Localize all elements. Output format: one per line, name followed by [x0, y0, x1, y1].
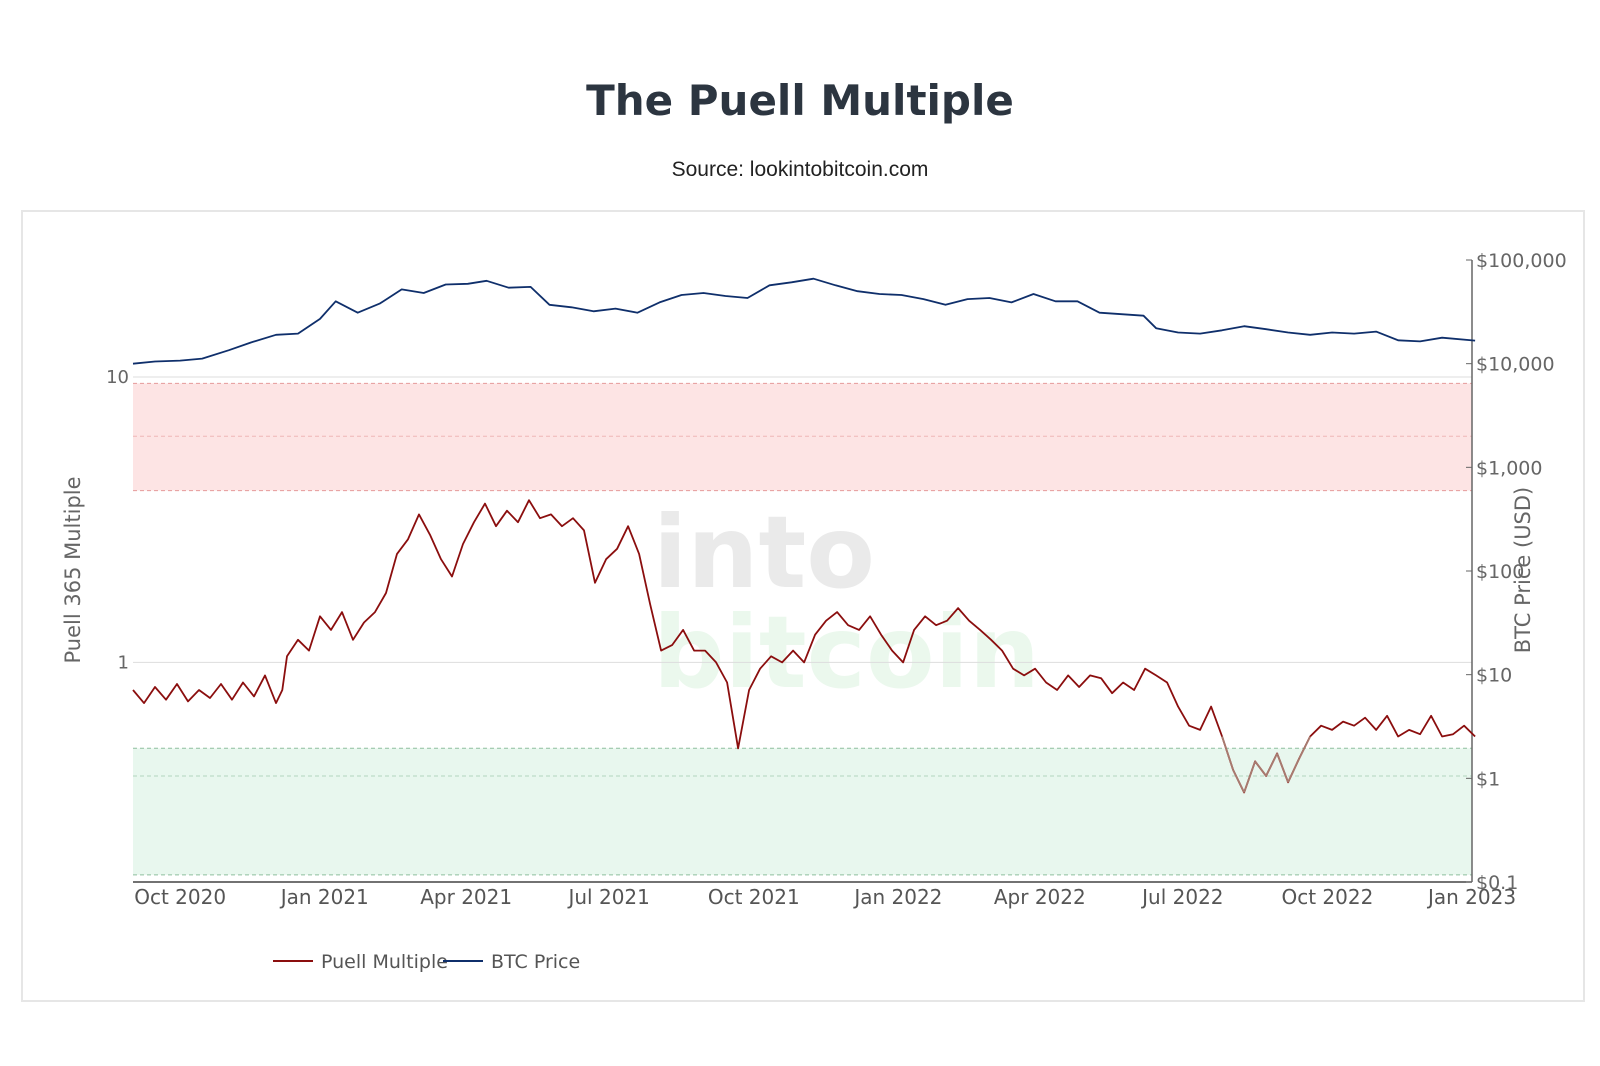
left-y-tick-label: 1 [118, 652, 129, 673]
right-y-tick-label: $100,000 [1476, 250, 1567, 272]
x-tick-label: Jul 2021 [566, 885, 649, 909]
legend-item-puell[interactable]: Puell Multiple [273, 951, 448, 973]
right-y-axis-ticks: $0.1 $1 $10 $100 $1,000 $10,000 $100,000 [1466, 250, 1567, 894]
series-low-segment-puell-multiple [1276, 753, 1289, 783]
x-tick-label: Oct 2020 [134, 885, 226, 909]
right-y-tick-label: $1 [1476, 768, 1500, 790]
series-low-segment-puell-multiple [1265, 752, 1278, 777]
x-tick-label: Oct 2021 [708, 885, 800, 909]
series-low-segment-puell-multiple [1254, 760, 1267, 777]
watermark-bitcoin: bitcoin [653, 594, 1040, 711]
left-y-axis-label: Puell 365 Multiple [61, 476, 85, 663]
x-tick-label: Jan 2023 [1426, 885, 1516, 909]
right-y-tick-label: $100 [1476, 561, 1524, 583]
x-tick-label: Jan 2021 [279, 885, 369, 909]
band-undervalued [133, 748, 1472, 875]
right-y-tick-label: $10,000 [1476, 354, 1555, 376]
series-low-segment-puell-multiple [1287, 758, 1300, 783]
right-y-tick-label: $10 [1476, 665, 1512, 687]
series-low-segment-puell-multiple [1232, 769, 1245, 793]
x-tick-label: Jan 2022 [852, 885, 942, 909]
legend[interactable]: Puell Multiple BTC Price [273, 951, 580, 973]
series-low-segment-puell-multiple [1298, 736, 1311, 760]
chart-subtitle: Source: lookintobitcoin.com [671, 158, 929, 181]
right-y-tick-label: $1,000 [1476, 457, 1542, 479]
series-group [132, 277, 1476, 794]
series-line-btc-price [132, 277, 1476, 365]
chart-frame [21, 210, 1585, 1002]
chart-title: The Puell Multiple [586, 76, 1014, 125]
x-tick-label: Apr 2022 [994, 885, 1086, 909]
left-y-tick-label: 10 [106, 367, 129, 388]
right-y-axis-label: BTC Price (USD) [1511, 487, 1535, 654]
watermark-into: into [653, 494, 875, 611]
x-axis-ticks: Oct 2020 Jan 2021 Apr 2021 Jul 2021 Oct 2021… [134, 885, 1516, 909]
band-overvalued [133, 383, 1472, 491]
right-y-tick-label: $0.1 [1476, 872, 1518, 894]
x-tick-label: Oct 2022 [1281, 885, 1373, 909]
legend-label-puell: Puell Multiple [321, 951, 448, 973]
legend-label-btc: BTC Price [491, 951, 580, 973]
series-low-segment-puell-multiple [1243, 761, 1256, 793]
x-tick-label: Apr 2021 [420, 885, 512, 909]
legend-item-btc[interactable]: BTC Price [443, 951, 580, 973]
series-low-segment-puell-multiple [1221, 736, 1234, 771]
x-tick-label: Jul 2022 [1140, 885, 1223, 909]
left-y-axis-ticks: 1 10 [106, 367, 129, 673]
gridlines [133, 376, 1472, 663]
watermark: look into bitcoin [653, 394, 1040, 711]
valuation-bands [133, 382, 1472, 876]
